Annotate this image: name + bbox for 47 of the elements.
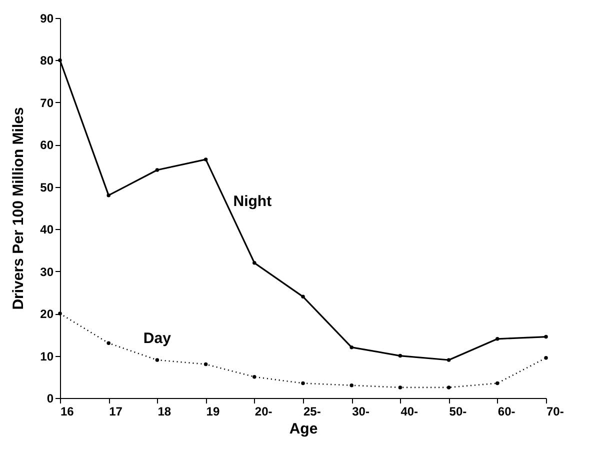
point: [204, 362, 208, 366]
y-tick-label: 70: [40, 96, 54, 110]
point: [350, 383, 354, 388]
point: [301, 381, 305, 386]
y-tick-label: 80: [40, 54, 54, 68]
point: [155, 358, 160, 362]
point: [301, 294, 305, 299]
y-tick-label: 20: [40, 307, 54, 322]
x-tick-label: 40-: [400, 404, 418, 418]
x-tick-label: 50-: [449, 404, 467, 418]
y-tick-label: 50: [40, 180, 54, 194]
y-tick-label: 90: [40, 12, 54, 26]
point: [155, 168, 160, 172]
point: [398, 386, 402, 390]
x-tick-label: 30-: [352, 404, 370, 418]
point: [350, 345, 354, 350]
point: [106, 341, 110, 345]
y-tick-label: 60: [40, 138, 54, 152]
y-tick-label: 10: [40, 349, 54, 364]
x-tick-label: 18: [158, 404, 172, 418]
y-tick-label: 0: [46, 392, 54, 406]
point: [446, 386, 451, 390]
y-tick-label: 40: [40, 222, 54, 237]
point: [496, 381, 500, 386]
point: [106, 193, 110, 198]
point: [496, 337, 500, 341]
point: [544, 356, 548, 360]
x-tick-label: 60-: [498, 404, 516, 418]
x-tick-label: 70-: [546, 404, 564, 418]
x-tick-label: 19: [206, 404, 220, 418]
y-tick-label: 30: [40, 264, 54, 279]
x-tick-label: 17: [109, 404, 123, 418]
x-tick-label: 20-: [254, 404, 272, 418]
x-tick-label: 16: [60, 404, 74, 418]
point: [252, 261, 256, 265]
point: [58, 312, 62, 316]
point: [204, 158, 208, 162]
point: [58, 58, 62, 62]
series-label: Day: [143, 330, 172, 347]
point: [446, 358, 451, 362]
x-tick-label: 25-: [304, 404, 321, 418]
point: [252, 375, 256, 379]
x-axis-title: Age: [289, 420, 318, 438]
point: [398, 354, 402, 358]
series-label: Night: [233, 192, 272, 210]
y-axis-title: Drivers Per 100 Million Miles: [10, 107, 28, 310]
point: [544, 334, 548, 339]
